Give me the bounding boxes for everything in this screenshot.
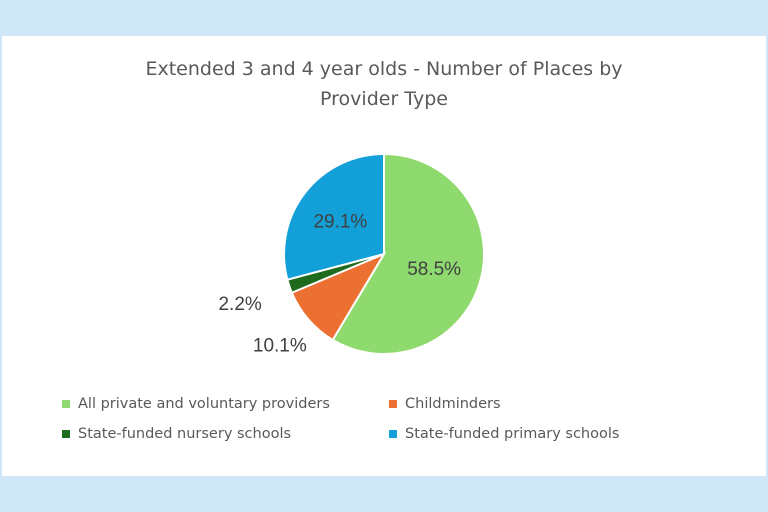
legend-label: Childminders bbox=[405, 396, 501, 412]
chart-title-line-2: Provider Type bbox=[320, 88, 448, 110]
legend-item-primary-schools: State-funded primary schools bbox=[389, 426, 689, 442]
chart-title: Extended 3 and 4 year olds - Number of P… bbox=[0, 54, 768, 114]
legend-item-nursery-schools: State-funded nursery schools bbox=[62, 426, 389, 442]
legend-swatch bbox=[62, 430, 70, 438]
pie-slice-3 bbox=[283, 152, 385, 281]
legend-label: State-funded nursery schools bbox=[78, 426, 292, 442]
legend-item-private-voluntary: All private and voluntary providers bbox=[62, 396, 389, 412]
data-label-2: 2.2% bbox=[218, 294, 261, 315]
pie-slice-0 bbox=[331, 152, 485, 355]
legend-item-childminders: Childminders bbox=[389, 396, 689, 412]
chart-title-line-1: Extended 3 and 4 year olds - Number of P… bbox=[145, 58, 623, 80]
chart-legend: All private and voluntary providers Chil… bbox=[62, 396, 722, 442]
legend-label: State-funded primary schools bbox=[405, 426, 620, 442]
legend-label: All private and voluntary providers bbox=[78, 396, 330, 412]
data-label-1: 10.1% bbox=[253, 336, 307, 357]
legend-swatch bbox=[389, 430, 397, 438]
legend-swatch bbox=[62, 400, 70, 408]
data-label-0: 58.5% bbox=[407, 259, 461, 280]
legend-swatch bbox=[389, 400, 397, 408]
data-label-3: 29.1% bbox=[313, 211, 367, 232]
